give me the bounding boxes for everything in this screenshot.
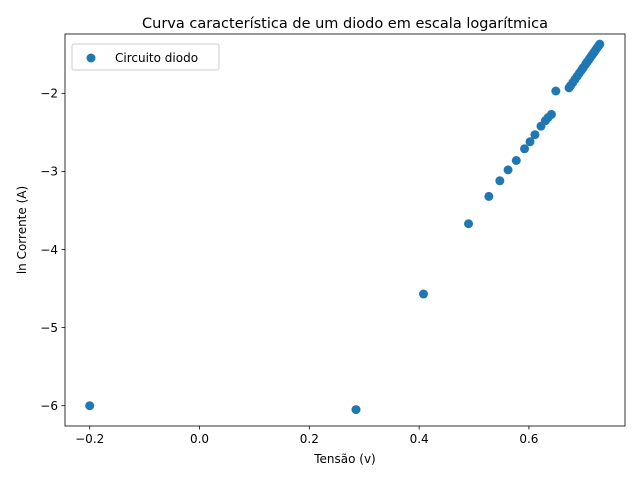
- data-point: [503, 165, 513, 175]
- y-tick-label: −5: [40, 321, 58, 335]
- x-axis-ticks: −0.2 0.0 0.2 0.4 0.6: [75, 426, 538, 446]
- plot-area-frame: [64, 33, 626, 427]
- y-tick-label: −3: [40, 165, 58, 179]
- x-tick-label: −0.2: [75, 432, 104, 446]
- x-tick-label: 0.0: [190, 432, 209, 446]
- x-tick-label: 0.6: [519, 432, 538, 446]
- x-tick-label: 0.4: [410, 432, 429, 446]
- x-axis-label: Tensão (v): [313, 452, 376, 466]
- legend-box: [71, 43, 220, 71]
- data-point: [530, 130, 540, 140]
- x-tick-label: 0.2: [300, 432, 319, 446]
- y-tick-label: −2: [40, 87, 58, 101]
- legend-label: Circuito diodo: [115, 51, 198, 65]
- y-tick-label: −4: [40, 243, 58, 257]
- data-point: [546, 109, 556, 119]
- data-point: [495, 176, 505, 186]
- data-point: [525, 137, 535, 147]
- y-tick-label: −6: [40, 399, 58, 413]
- data-point: [520, 144, 530, 154]
- data-point: [85, 401, 95, 411]
- data-point: [511, 156, 521, 165]
- data-point: [595, 39, 605, 49]
- y-axis-ticks: −6 −5 −4 −3 −2: [40, 87, 65, 413]
- chart-title: Curva característica de um diodo em esca…: [142, 16, 548, 32]
- data-point: [551, 86, 561, 96]
- data-points: [85, 39, 605, 415]
- data-point: [484, 191, 494, 201]
- data-point: [464, 219, 474, 229]
- legend: Circuito diodo: [71, 43, 220, 71]
- legend-marker: [86, 53, 96, 63]
- data-point: [351, 405, 361, 415]
- data-point: [419, 289, 429, 299]
- y-axis-label: ln Corrente (A): [15, 186, 29, 274]
